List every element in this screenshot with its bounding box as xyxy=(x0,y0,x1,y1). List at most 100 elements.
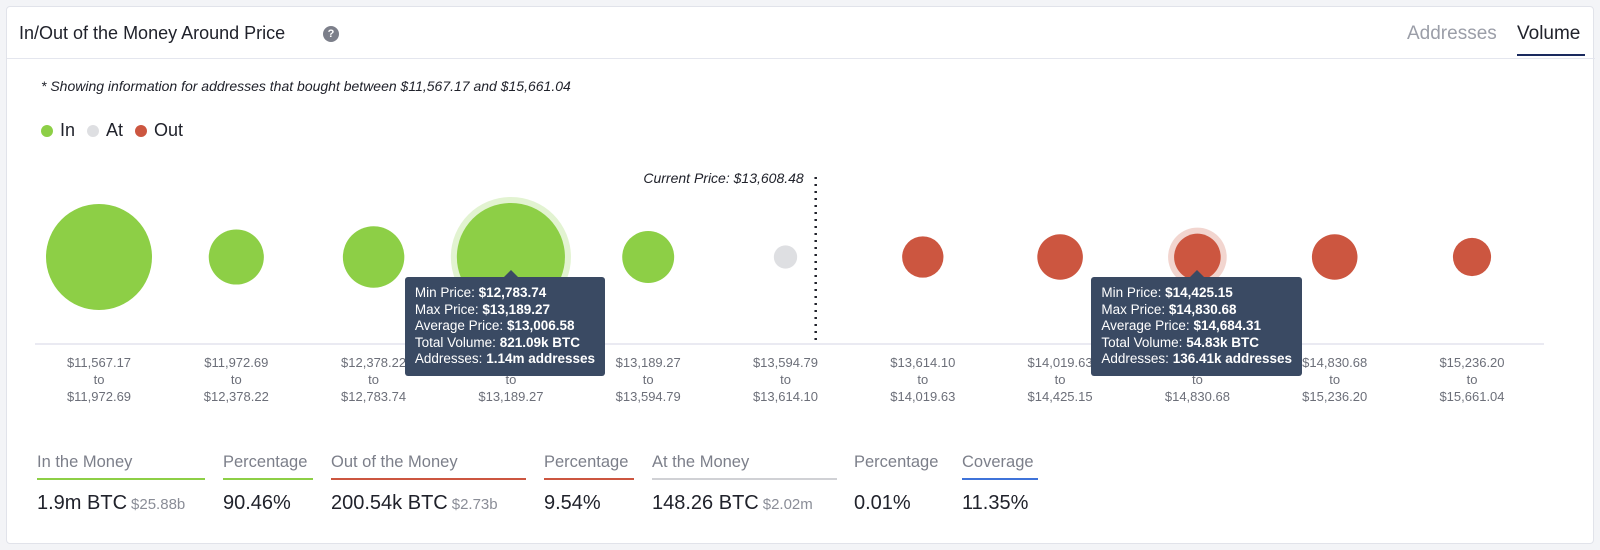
stat-label: Percentage xyxy=(544,453,634,480)
tick-label: $12,783.74 xyxy=(341,389,406,404)
tooltip-row-value: 136.41k addresses xyxy=(1172,351,1293,366)
tick-label: $11,972.69 xyxy=(67,389,131,404)
legend-item-out[interactable]: Out xyxy=(135,120,183,141)
legend-item-in[interactable]: In xyxy=(41,120,75,141)
chart-title: In/Out of the Money Around Price xyxy=(19,23,286,43)
tooltip-row-label: Average Price: xyxy=(1101,318,1194,333)
bubble-out[interactable] xyxy=(1174,233,1221,281)
bubble-tooltip: Min Price: $12,783.74 Max Price: $13,189.… xyxy=(404,270,606,376)
tooltip-row-label: Max Price: xyxy=(1101,301,1169,317)
bubble-at[interactable] xyxy=(773,245,798,269)
bubble-in[interactable] xyxy=(622,231,675,283)
stat-label: Percentage xyxy=(854,453,944,480)
tick-label: to xyxy=(643,372,654,387)
tooltip-row-label: Min Price: xyxy=(414,285,479,300)
tooltip-row-value: $12,783.74 xyxy=(478,285,547,300)
bubble-in[interactable] xyxy=(342,226,405,288)
tooltip-row-label: Addresses: xyxy=(1101,351,1173,366)
bubble-out[interactable] xyxy=(1452,237,1492,277)
tick-label: $13,189.27 xyxy=(616,355,681,370)
stat-label: At the Money xyxy=(652,453,837,480)
tab-addresses[interactable]: Addresses xyxy=(1407,23,1497,44)
stat-label: In the Money xyxy=(37,453,205,480)
current-price-label: Current Price: $13,608.48 xyxy=(643,170,804,186)
bubble-out[interactable] xyxy=(1037,234,1083,280)
legend: In At Out xyxy=(41,120,195,141)
tick-label: $13,594.79 xyxy=(753,355,818,370)
tooltip-row: Total Volume: 54.83k BTC xyxy=(1101,335,1292,352)
stat-sub-value: $2.02m xyxy=(762,496,813,513)
tick-label: to xyxy=(1055,372,1066,387)
tooltip-row: Total Volume: 821.09k BTC xyxy=(415,335,595,352)
stat-value: 9.54% xyxy=(544,492,634,515)
tooltip-row-label: Total Volume: xyxy=(1101,334,1187,350)
tick-label: to xyxy=(94,372,105,387)
stat-main-value: 0.01% xyxy=(854,492,911,514)
legend-item-at[interactable]: At xyxy=(87,120,123,141)
tick-label: $15,661.04 xyxy=(1439,389,1504,404)
bubble-chart: $11,567.17 to $11,972.69 $11,972.69 to $12,37… xyxy=(35,170,1544,404)
help-icon[interactable]: ? xyxy=(323,26,339,42)
stat-value: 200.54k BTC $2.73b xyxy=(331,492,526,515)
tooltip-row: Addresses: 136.41k addresses xyxy=(1101,351,1292,368)
tooltip-row-label: Min Price: xyxy=(1101,285,1166,300)
tick-label: $12,378.22 xyxy=(204,389,269,404)
tab-volume[interactable]: Volume xyxy=(1517,23,1581,44)
tick-label: $13,614.10 xyxy=(890,355,955,370)
tick-label: to xyxy=(780,372,791,387)
legend-out-label: Out xyxy=(154,120,184,140)
tick-label: to xyxy=(1192,372,1203,387)
legend-in-dot xyxy=(41,124,53,137)
stat-main-value: 148.26 BTC xyxy=(652,492,759,514)
tooltip-row-value: $14,425.15 xyxy=(1165,285,1233,300)
tooltip-row: Addresses: 1.14m addresses xyxy=(415,351,595,368)
tick-label: $13,594.79 xyxy=(616,389,681,404)
tooltip-row-value: 54.83k BTC xyxy=(1186,334,1259,350)
bubble-out[interactable] xyxy=(902,236,944,278)
stat-in-the-money: In the Money 1.9m BTC $25.88b xyxy=(37,453,205,515)
tooltip-row-value: $14,830.68 xyxy=(1168,301,1237,317)
tooltip-row-value: $13,006.58 xyxy=(506,318,575,333)
legend-in-label: In xyxy=(60,120,76,140)
bubble-in[interactable] xyxy=(208,229,264,285)
stat-sub-value: $2.73b xyxy=(451,496,498,513)
tooltip-row-value: $13,189.27 xyxy=(482,301,550,317)
stat-percentage: Percentage 90.46% xyxy=(223,453,313,515)
active-tab-indicator xyxy=(1517,54,1585,56)
iomap-card: In/Out of the Money Around Price ? Addre… xyxy=(6,6,1595,544)
bubble-in[interactable] xyxy=(46,204,152,310)
stat-value: 1.9m BTC $25.88b xyxy=(37,492,205,515)
stat-percentage: Percentage 9.54% xyxy=(544,453,634,515)
legend-out-dot xyxy=(135,124,148,137)
stat-out-of-the-money: Out of the Money 200.54k BTC $2.73b xyxy=(331,453,526,515)
tooltip-row-label: Average Price: xyxy=(414,318,507,333)
tooltip-row: Min Price: $12,783.74 xyxy=(415,285,595,302)
stat-sub-value: $25.88b xyxy=(131,496,186,513)
legend-at-dot xyxy=(87,124,100,137)
stat-main-value: 11.35% xyxy=(962,492,1029,514)
tooltip-row: Average Price: $13,006.58 xyxy=(415,318,595,335)
stat-value: 0.01% xyxy=(854,492,944,515)
tick-label: $12,378.22 xyxy=(341,355,406,370)
tooltip-row-value: 821.09k BTC xyxy=(499,334,580,350)
stat-label: Percentage xyxy=(223,453,313,480)
tick-label: $14,425.15 xyxy=(1028,389,1093,404)
tooltip-row: Max Price: $14,830.68 xyxy=(1101,302,1292,319)
tooltip-row-value: $14,684.31 xyxy=(1193,318,1262,333)
tooltip-row: Average Price: $14,684.31 xyxy=(1101,318,1292,335)
tooltip-row-label: Total Volume: xyxy=(414,334,500,350)
tick-label: $11,972.69 xyxy=(204,355,268,370)
bubble-tooltip: Min Price: $14,425.15 Max Price: $14,830.… xyxy=(1091,270,1303,376)
stat-main-value: 90.46% xyxy=(223,492,291,514)
tick-label: to xyxy=(1329,372,1340,387)
tick-label: $11,567.17 xyxy=(67,355,131,370)
tooltip-row: Max Price: $13,189.27 xyxy=(415,302,595,319)
tooltip-arrow xyxy=(1190,270,1205,277)
stat-at-the-money: At the Money 148.26 BTC $2.02m xyxy=(652,453,837,515)
tick-label: $14,830.68 xyxy=(1165,389,1230,404)
bubble-out[interactable] xyxy=(1311,234,1358,280)
tick-label: to xyxy=(231,372,242,387)
tick-label: $14,830.68 xyxy=(1302,355,1367,370)
tooltip-row-label: Max Price: xyxy=(414,301,483,317)
legend-at-label: At xyxy=(106,120,124,140)
